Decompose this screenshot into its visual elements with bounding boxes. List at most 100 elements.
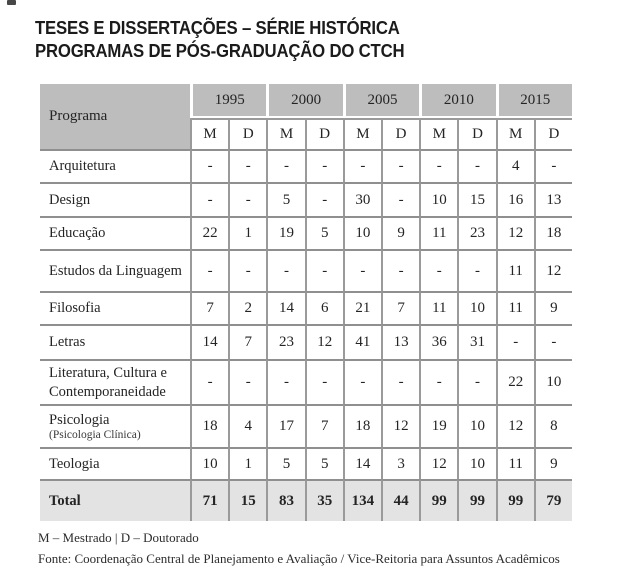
total-value-cell: 83 xyxy=(266,479,305,521)
degree-header: D xyxy=(533,118,572,149)
historical-series-table: Programa 1995 2000 2005 2010 2015 M D M D M D M D M D Ar… xyxy=(40,84,572,521)
value-cell: 16 xyxy=(495,182,534,216)
value-cell: 18 xyxy=(342,404,381,447)
value-cell: 22 xyxy=(190,216,229,249)
value-cell: 30 xyxy=(342,182,381,216)
value-cell: 19 xyxy=(266,216,305,249)
total-value-cell: 134 xyxy=(342,479,381,521)
program-cell: Letras xyxy=(40,324,190,359)
program-cell: Design xyxy=(40,182,190,216)
value-cell: 10 xyxy=(457,447,496,479)
program-cell: Teologia xyxy=(40,447,190,479)
title-line-2: PROGRAMAS DE PÓS-GRADUAÇÃO DO CTCH xyxy=(35,41,405,61)
value-cell: 13 xyxy=(533,182,572,216)
year-header: 2000 xyxy=(266,84,343,118)
value-cell: 19 xyxy=(419,404,458,447)
value-cell: 10 xyxy=(533,359,572,404)
value-cell: 17 xyxy=(266,404,305,447)
value-cell: - xyxy=(190,249,229,291)
value-cell: 14 xyxy=(266,291,305,324)
value-cell: 41 xyxy=(342,324,381,359)
value-cell: - xyxy=(266,249,305,291)
value-cell: - xyxy=(457,149,496,182)
value-cell: - xyxy=(228,149,267,182)
value-cell: 11 xyxy=(495,447,534,479)
value-cell: 7 xyxy=(190,291,229,324)
value-cell: - xyxy=(533,324,572,359)
program-name: Estudos da Linguagem xyxy=(49,262,182,279)
value-cell: 5 xyxy=(266,182,305,216)
value-cell: 10 xyxy=(342,216,381,249)
value-cell: - xyxy=(190,359,229,404)
degree-header: M xyxy=(342,118,381,149)
legend-note: M – Mestrado | D – Doutorado xyxy=(38,530,199,545)
value-cell: 11 xyxy=(419,216,458,249)
source-note: Fonte: Coordenação Central de Planejamen… xyxy=(38,551,560,566)
value-cell: - xyxy=(381,182,420,216)
value-cell: - xyxy=(533,149,572,182)
value-cell: 3 xyxy=(381,447,420,479)
year-header: 2015 xyxy=(495,84,572,118)
value-cell: 5 xyxy=(266,447,305,479)
value-cell: - xyxy=(419,249,458,291)
total-value-cell: 79 xyxy=(533,479,572,521)
value-cell: - xyxy=(228,182,267,216)
program-cell: Estudos da Linguagem xyxy=(40,249,190,291)
value-cell: 9 xyxy=(381,216,420,249)
year-header: 2005 xyxy=(342,84,420,118)
program-name: Arquitetura xyxy=(49,158,116,174)
value-cell: 10 xyxy=(419,182,458,216)
value-cell: - xyxy=(304,149,343,182)
year-header: 1995 xyxy=(190,84,267,118)
program-column-header: Programa xyxy=(40,84,190,149)
value-cell: 11 xyxy=(495,249,534,291)
scan-artifact xyxy=(7,0,16,5)
degree-header: M xyxy=(266,118,305,149)
program-name: Filosofia xyxy=(49,300,101,316)
value-cell: 11 xyxy=(495,291,534,324)
degree-header: M xyxy=(419,118,458,149)
degree-header: D xyxy=(457,118,496,149)
value-cell: 21 xyxy=(342,291,381,324)
value-cell: 13 xyxy=(381,324,420,359)
value-cell: 18 xyxy=(533,216,572,249)
value-cell: - xyxy=(381,249,420,291)
value-cell: 6 xyxy=(304,291,343,324)
value-cell: - xyxy=(342,359,381,404)
value-cell: 22 xyxy=(495,359,534,404)
value-cell: - xyxy=(342,149,381,182)
title-line-1: TESES E DISSERTAÇÕES – SÉRIE HISTÓRICA xyxy=(35,18,400,38)
value-cell: - xyxy=(381,359,420,404)
value-cell: - xyxy=(304,182,343,216)
value-cell: 15 xyxy=(457,182,496,216)
program-name: Literatura, Cultura e Contemporaneidade xyxy=(49,364,167,400)
program-name: Teologia xyxy=(49,455,100,472)
value-cell: 12 xyxy=(533,249,572,291)
value-cell: 23 xyxy=(266,324,305,359)
program-cell: Literatura, Cultura e Contemporaneidade xyxy=(40,359,190,404)
program-cell: Arquitetura xyxy=(40,149,190,182)
program-name: Letras xyxy=(49,334,86,350)
year-header: 2010 xyxy=(419,84,496,118)
value-cell: 9 xyxy=(533,291,572,324)
value-cell: - xyxy=(419,149,458,182)
program-name: Psicologia xyxy=(49,411,110,428)
total-value-cell: 99 xyxy=(457,479,496,521)
degree-header: M xyxy=(495,118,534,149)
value-cell: - xyxy=(381,149,420,182)
value-cell: - xyxy=(457,249,496,291)
value-cell: - xyxy=(228,249,267,291)
value-cell: 4 xyxy=(228,404,267,447)
value-cell: 9 xyxy=(533,447,572,479)
degree-header: D xyxy=(381,118,420,149)
program-cell: Educação xyxy=(40,216,190,249)
value-cell: - xyxy=(304,249,343,291)
total-value-cell: 99 xyxy=(495,479,534,521)
total-value-cell: 35 xyxy=(304,479,343,521)
program-name: Educação xyxy=(49,225,106,241)
value-cell: - xyxy=(419,359,458,404)
value-cell: 7 xyxy=(304,404,343,447)
value-cell: 12 xyxy=(495,216,534,249)
page-title: TESES E DISSERTAÇÕES – SÉRIE HISTÓRICA P… xyxy=(35,17,432,63)
